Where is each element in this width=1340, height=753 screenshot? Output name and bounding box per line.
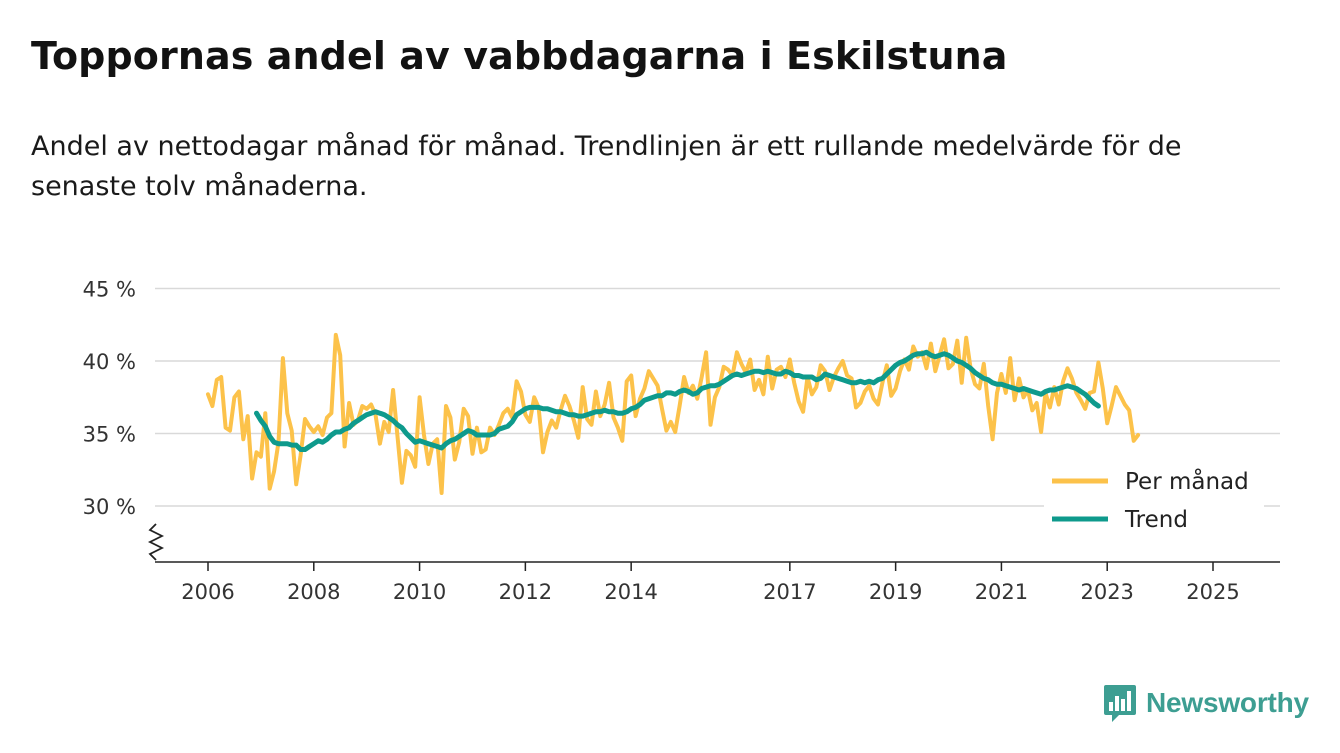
- y-tick-label: 40 %: [83, 350, 136, 374]
- y-tick-label: 45 %: [83, 278, 136, 302]
- x-tick-label: 2012: [499, 580, 552, 604]
- series-line-trend: [254, 349, 1101, 452]
- x-tick-label: 2025: [1186, 580, 1239, 604]
- x-axis-labels: 2006 2008 2010 2012 2014 2017 2019 2021 2023 2025: [181, 580, 1239, 604]
- chart-subtitle: Andel av nettodagar månad för månad. Tre…: [31, 131, 1182, 202]
- y-tick-label: 35 %: [83, 423, 136, 447]
- legend-background: [1044, 462, 1264, 542]
- x-tick-label: 2014: [604, 580, 657, 604]
- brand-name: Newsworthy: [1146, 687, 1309, 718]
- bar-chart-speech-bubble-icon: [1104, 685, 1136, 722]
- y-axis-labels: 30 % 35 % 40 % 45 %: [83, 278, 136, 520]
- chart-title: Toppornas andel av vabbdagarna i Eskilst…: [31, 34, 1008, 78]
- x-tick-label: 2006: [181, 580, 234, 604]
- series: [206, 332, 1141, 495]
- x-axis: [147, 523, 1280, 571]
- x-tick-label: 2017: [763, 580, 816, 604]
- legend-label-trend: Trend: [1124, 507, 1188, 533]
- y-axis-break-icon: [147, 523, 165, 561]
- series-line-per-manad: [206, 332, 1141, 495]
- x-tick-label: 2021: [975, 580, 1028, 604]
- x-tick-label: 2023: [1080, 580, 1133, 604]
- x-tick-label: 2019: [869, 580, 922, 604]
- x-tick-label: 2008: [287, 580, 340, 604]
- newsworthy-logo[interactable]: Newsworthy: [1103, 683, 1309, 723]
- legend: Per månad Trend: [1044, 462, 1264, 542]
- y-tick-label: 30 %: [83, 495, 136, 519]
- legend-label-monthly: Per månad: [1125, 467, 1249, 495]
- x-tick-label: 2010: [393, 580, 446, 604]
